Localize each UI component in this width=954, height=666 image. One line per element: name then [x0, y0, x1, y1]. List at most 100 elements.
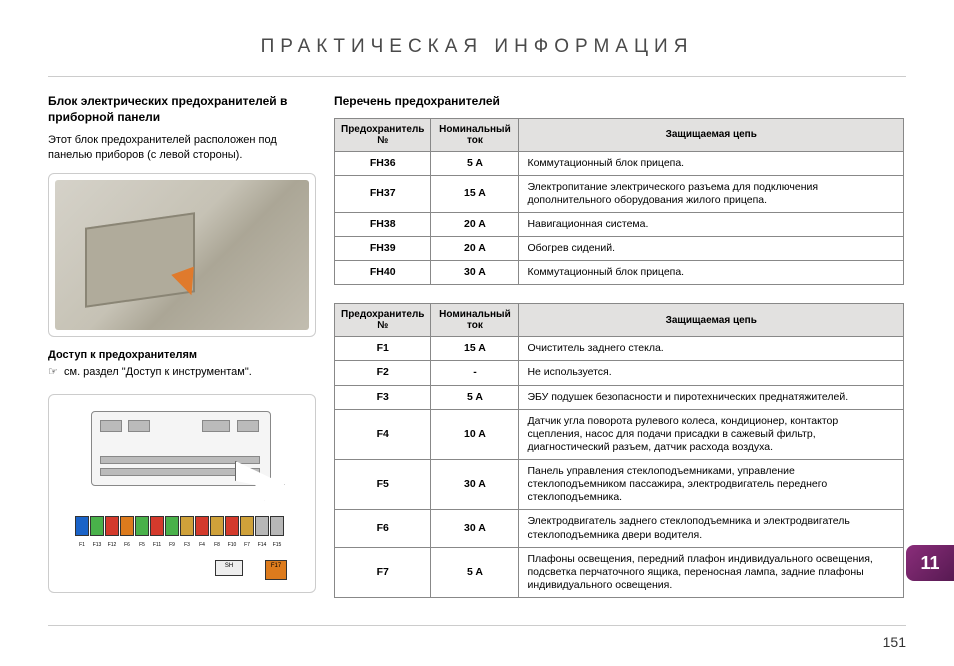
fuse-icon	[105, 516, 119, 536]
fuse-desc-cell: Коммутационный блок прицепа.	[519, 261, 904, 285]
dashboard-photo	[55, 180, 309, 330]
col-fuse-number: Предохранитель №	[335, 304, 431, 337]
fuse-label: F9	[165, 542, 179, 548]
rule-top	[48, 76, 906, 77]
photo-frame	[48, 173, 316, 337]
fuse-icon	[150, 516, 164, 536]
fuse-amp-cell: 30 A	[431, 460, 519, 510]
fuse-amp-cell: 20 A	[431, 212, 519, 236]
fuse-color-strip	[75, 516, 284, 536]
f17-box: F17	[265, 560, 287, 580]
fuse-strip-labels: F1F13F12F6F5F11F9F3F4F8F10F7F14F15	[75, 542, 284, 548]
fuse-amp-cell: 5 A	[431, 151, 519, 175]
fuse-label: F8	[210, 542, 224, 548]
fuse-desc-cell: Очиститель заднего стекла.	[519, 337, 904, 361]
fuse-list-title: Перечень предохранителей	[334, 94, 904, 110]
fuse-icon	[195, 516, 209, 536]
pointer-icon: ☞	[48, 366, 58, 378]
fuse-label: F4	[195, 542, 209, 548]
fuse-number-cell: F6	[335, 510, 431, 547]
fuse-table-2: Предохранитель № Номинальный ток Защищае…	[334, 303, 904, 598]
fuse-amp-cell: -	[431, 361, 519, 385]
fuse-desc-cell: Панель управления стеклоподъемниками, уп…	[519, 460, 904, 510]
fuse-number-cell: FH39	[335, 237, 431, 261]
fuse-icon	[135, 516, 149, 536]
table-row: FH3820 AНавигационная система.	[335, 212, 904, 236]
fuse-label: F6	[120, 542, 134, 548]
right-column: Перечень предохранителей Предохранитель …	[334, 94, 904, 616]
fuse-number-cell: F4	[335, 409, 431, 459]
col-rated-current: Номинальный ток	[431, 304, 519, 337]
fusebox-description: Этот блок предохранителей расположен под…	[48, 133, 316, 163]
fuse-icon	[225, 516, 239, 536]
fuse-icon	[165, 516, 179, 536]
fuse-number-cell: F5	[335, 460, 431, 510]
rule-bottom	[48, 625, 906, 626]
fuse-icon	[240, 516, 254, 536]
fuse-desc-cell: Электродвигатель заднего стеклоподъемник…	[519, 510, 904, 547]
fuse-label: F11	[150, 542, 164, 548]
fuse-icon	[255, 516, 269, 536]
fuse-icon	[180, 516, 194, 536]
access-reference: ☞ см. раздел "Доступ к инструментам".	[48, 365, 316, 380]
page-number: 151	[883, 634, 906, 650]
fuse-label: F12	[105, 542, 119, 548]
fuse-amp-cell: 15 A	[431, 175, 519, 212]
sh-box: SH	[215, 560, 243, 576]
fuse-label: F15	[270, 542, 284, 548]
fuse-number-cell: FH37	[335, 175, 431, 212]
table-row: FH3715 AЭлектропитание электрического ра…	[335, 175, 904, 212]
fuse-label: F5	[135, 542, 149, 548]
fuse-amp-cell: 5 A	[431, 547, 519, 597]
fuse-table-1: Предохранитель № Номинальный ток Защищае…	[334, 118, 904, 286]
diagram-frame: F1F13F12F6F5F11F9F3F4F8F10F7F14F15 SH F1…	[48, 394, 316, 593]
fuse-icon	[210, 516, 224, 536]
table-header-row: Предохранитель № Номинальный ток Защищае…	[335, 118, 904, 151]
fuse-desc-cell: Электропитание электрического разъема дл…	[519, 175, 904, 212]
fuse-amp-cell: 10 A	[431, 409, 519, 459]
table-row: F630 AЭлектродвигатель заднего стеклопод…	[335, 510, 904, 547]
fuse-desc-cell: Коммутационный блок прицепа.	[519, 151, 904, 175]
fuse-desc-cell: Не используется.	[519, 361, 904, 385]
table-row: FH365 AКоммутационный блок прицепа.	[335, 151, 904, 175]
fuse-label: F7	[240, 542, 254, 548]
fuse-number-cell: F1	[335, 337, 431, 361]
access-heading: Доступ к предохранителям	[48, 349, 316, 361]
fuse-label: F14	[255, 542, 269, 548]
access-reference-text: см. раздел "Доступ к инструментам".	[64, 366, 252, 378]
fuse-number-cell: FH36	[335, 151, 431, 175]
section-tab: 11	[906, 545, 954, 581]
fuse-desc-cell: ЭБУ подушек безопасности и пиротехническ…	[519, 385, 904, 409]
table-header-row: Предохранитель № Номинальный ток Защищае…	[335, 304, 904, 337]
fuse-amp-cell: 30 A	[431, 261, 519, 285]
fusebox-diagram: F1F13F12F6F5F11F9F3F4F8F10F7F14F15 SH F1…	[55, 401, 309, 586]
fuse-label: F13	[90, 542, 104, 548]
fuse-number-cell: FH40	[335, 261, 431, 285]
table-row: F115 AОчиститель заднего стекла.	[335, 337, 904, 361]
fuse-icon	[270, 516, 284, 536]
fuse-icon	[90, 516, 104, 536]
fuse-amp-cell: 15 A	[431, 337, 519, 361]
fuse-number-cell: F3	[335, 385, 431, 409]
col-protected-circuit: Защищаемая цепь	[519, 118, 904, 151]
table-row: F410 AДатчик угла поворота рулевого коле…	[335, 409, 904, 459]
fuse-desc-cell: Обогрев сидений.	[519, 237, 904, 261]
col-fuse-number: Предохранитель №	[335, 118, 431, 151]
col-protected-circuit: Защищаемая цепь	[519, 304, 904, 337]
page-title: ПРАКТИЧЕСКАЯ ИНФОРМАЦИЯ	[0, 0, 954, 58]
fuse-label: F10	[225, 542, 239, 548]
table-row: F75 AПлафоны освещения, передний плафон …	[335, 547, 904, 597]
table-row: FH4030 AКоммутационный блок прицепа.	[335, 261, 904, 285]
fuse-label: F1	[75, 542, 89, 548]
table-row: F530 AПанель управления стеклоподъемника…	[335, 460, 904, 510]
fuse-icon	[75, 516, 89, 536]
fuse-icon	[120, 516, 134, 536]
table-row: F2-Не используется.	[335, 361, 904, 385]
fuse-label: F3	[180, 542, 194, 548]
fuse-number-cell: F2	[335, 361, 431, 385]
fuse-amp-cell: 30 A	[431, 510, 519, 547]
fusebox-heading: Блок электрических предохранителей в при…	[48, 94, 316, 125]
table-row: FH3920 AОбогрев сидений.	[335, 237, 904, 261]
fuse-number-cell: F7	[335, 547, 431, 597]
col-rated-current: Номинальный ток	[431, 118, 519, 151]
